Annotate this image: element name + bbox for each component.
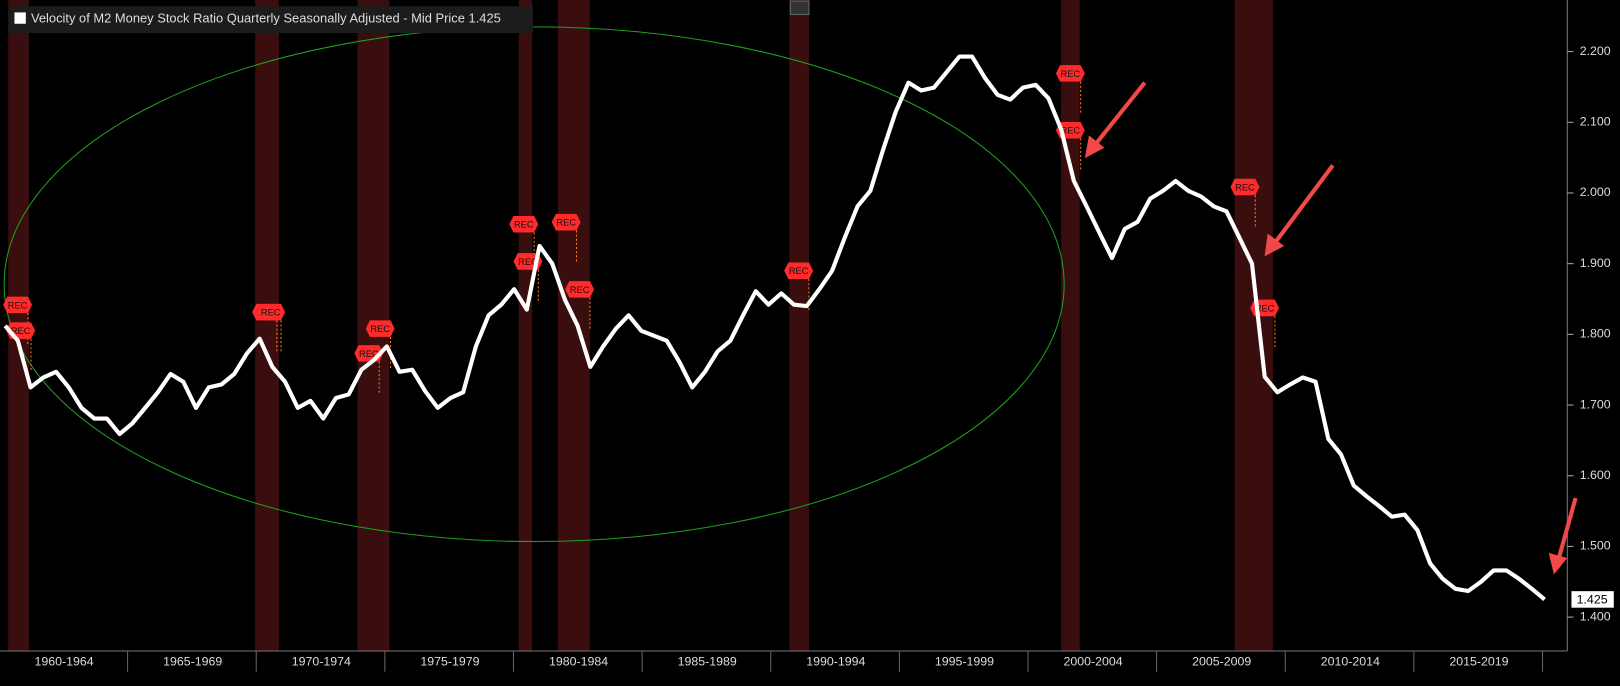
flag-label: REC	[514, 220, 534, 230]
legend-last-value: 1.425	[469, 11, 501, 26]
arrows	[1084, 81, 1578, 575]
flag-shape	[565, 281, 595, 298]
last-value-box	[1571, 591, 1614, 608]
flag-label: REC	[261, 308, 281, 318]
flag-label: REC	[11, 326, 31, 336]
x-tick-label: 1970-1974	[292, 655, 351, 669]
flag-shape	[551, 213, 581, 231]
flag-label: REC	[1255, 303, 1275, 313]
flag-shape	[365, 320, 395, 337]
y-tick-label: 1.800	[1580, 327, 1611, 341]
flag-shape	[784, 262, 814, 280]
y-tick-label: 1.400	[1580, 609, 1611, 623]
legend-swatch	[14, 12, 26, 24]
flag-label: REC	[556, 218, 576, 228]
y-tick-label: 1.900	[1580, 256, 1611, 270]
x-tick-label: 1960-1964	[34, 655, 93, 669]
x-tick-label: 2005-2009	[1192, 655, 1251, 669]
y-tick-label: 2.000	[1580, 185, 1611, 199]
recession-bands	[8, 0, 1273, 652]
x-tick-label: 2015-2019	[1449, 655, 1508, 669]
x-tick-label: 1985-1989	[678, 655, 737, 669]
flag-label: REC	[370, 324, 390, 334]
flag-label: REC	[1235, 183, 1255, 193]
y-tick-label: 1.700	[1580, 397, 1611, 411]
y-tick-label: 1.600	[1580, 468, 1611, 482]
flag-label: REC	[1061, 69, 1081, 79]
flag-label: REC	[1061, 126, 1081, 136]
recession-flags: REC REC REC REC REC REC REC REC REC REC REC REC REC R…	[3, 65, 1280, 395]
x-tick-label: 1975-1979	[420, 655, 479, 669]
legend	[8, 6, 534, 34]
last-value-label: 1.425	[1577, 593, 1608, 607]
flag-label: REC	[789, 266, 809, 276]
x-tick-label: 1995-1999	[935, 655, 994, 669]
flag-shape	[1055, 65, 1085, 82]
highlight-ellipse	[3, 26, 1065, 543]
flag-shape	[1230, 178, 1260, 196]
flag-label: REC	[570, 285, 590, 295]
x-tick-label: 2010-2014	[1321, 655, 1380, 669]
flag-shape	[3, 296, 33, 314]
legend-name: Velocity of M2 Money Stock Ratio Quarter…	[31, 11, 465, 26]
flag-shape	[256, 303, 286, 321]
legend-label: Velocity of M2 Money Stock Ratio Quarter…	[31, 11, 501, 26]
chart-icon[interactable]	[789, 0, 810, 15]
x-tick-label: 1990-1994	[806, 655, 865, 669]
flag-shape	[509, 215, 539, 233]
flag-label: REC	[518, 257, 538, 267]
x-tick-label: 1980-1984	[549, 655, 608, 669]
y-tick-label: 2.100	[1580, 115, 1611, 129]
series-line	[3, 54, 1546, 602]
x-tick-label: 1965-1969	[163, 655, 222, 669]
flag-label: REC	[359, 349, 379, 359]
flag-label: REC	[8, 300, 28, 310]
x-tick-label: 2000-2004	[1063, 655, 1122, 669]
y-tick-label: 2.200	[1580, 44, 1611, 58]
y-tick-label: 1.500	[1580, 539, 1611, 553]
